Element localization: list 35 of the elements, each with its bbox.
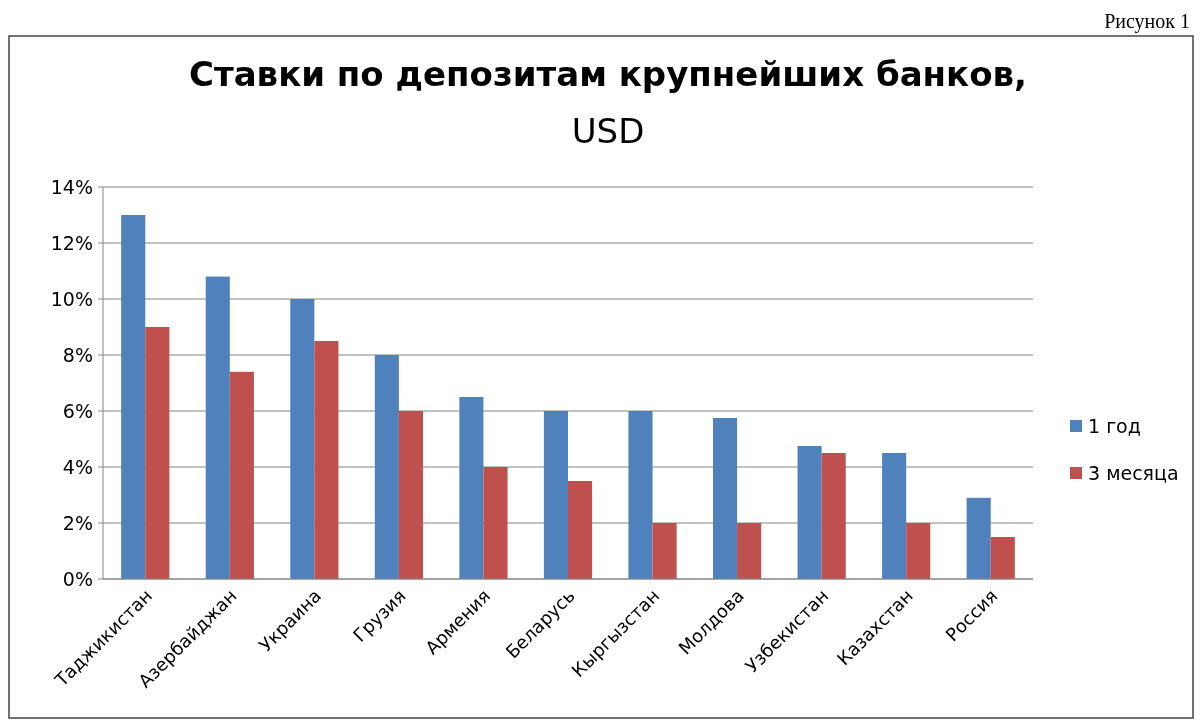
y-tick-label: 14% — [50, 175, 93, 198]
bar — [737, 523, 762, 579]
bar — [145, 327, 170, 579]
bar — [398, 411, 423, 579]
bar — [374, 355, 399, 579]
bar — [628, 411, 653, 579]
bar — [906, 523, 931, 579]
legend-label: 1 год — [1088, 414, 1141, 437]
bar — [966, 497, 991, 579]
bar — [205, 276, 230, 579]
y-tick-label: 8% — [62, 343, 93, 366]
chart-title: Ставки по депозитам крупнейших банков, — [189, 54, 1027, 94]
legend-label: 3 месяца — [1088, 461, 1179, 484]
y-tick-label: 10% — [50, 287, 93, 310]
text: Рисунок 1 — [1104, 10, 1190, 33]
bar — [713, 418, 738, 579]
y-tick-label: 0% — [62, 567, 93, 590]
bar — [990, 537, 1015, 579]
bar — [882, 453, 907, 579]
bar — [568, 481, 593, 579]
bar — [229, 371, 254, 579]
bar — [797, 446, 822, 579]
bar — [121, 215, 146, 579]
bar — [821, 453, 846, 579]
y-tick-label: 12% — [50, 231, 93, 254]
bar — [483, 467, 508, 579]
bar — [652, 523, 677, 579]
bar — [314, 341, 339, 579]
y-tick-label: 2% — [62, 511, 93, 534]
bar — [543, 411, 568, 579]
bar — [290, 299, 315, 579]
chart-subtitle: USD — [571, 111, 645, 151]
y-tick-label: 6% — [62, 399, 93, 422]
y-tick-label: 4% — [62, 455, 93, 478]
bar — [459, 397, 484, 579]
